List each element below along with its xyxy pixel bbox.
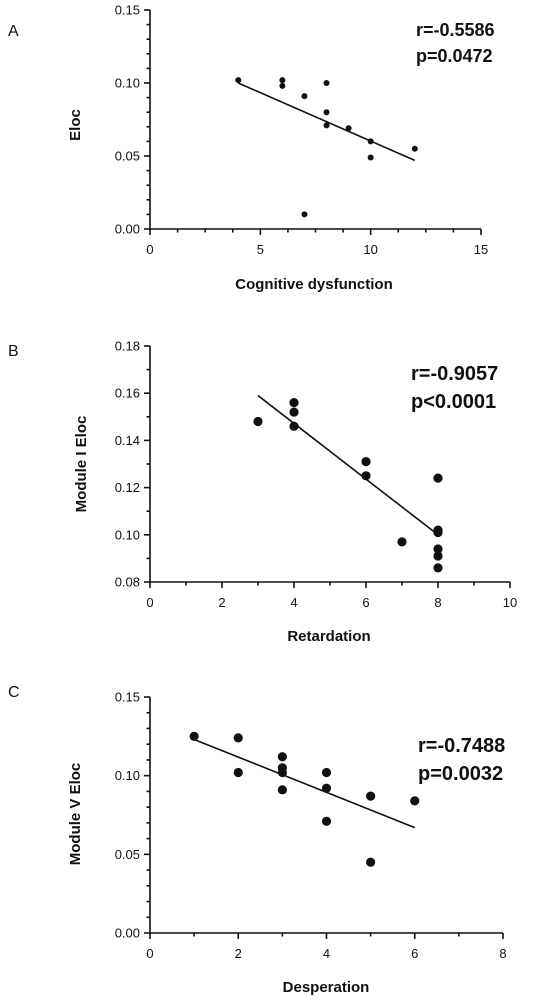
data-point-b	[253, 416, 263, 427]
y-axis-title-c: Module V Eloc	[67, 763, 84, 866]
x-axis-title-c: Desperation	[283, 979, 370, 996]
data-point-a	[323, 80, 330, 86]
x-tick-label-a: 0	[146, 242, 153, 257]
data-point-a	[367, 154, 374, 161]
data-point-a	[345, 125, 352, 132]
y-axis-title-a: Eloc	[67, 109, 84, 141]
data-point-a	[235, 77, 242, 84]
x-axis-title-a: Cognitive dysfunction	[235, 276, 393, 293]
data-point-a	[279, 77, 286, 84]
data-point-b	[289, 407, 299, 417]
data-point-b	[433, 551, 443, 561]
data-point-b	[361, 471, 371, 481]
data-point-a	[323, 109, 330, 116]
y-tick-label-a: 0.00	[115, 222, 140, 237]
y-tick-label-c: 0.15	[115, 690, 140, 705]
panel-b: B 0 2 4 6 8 10 0.08 0.10 0.12 0.14 0.16 0.18 Retard…	[8, 339, 517, 646]
p-value-b: p<0.0001	[411, 391, 496, 413]
data-point-a	[301, 93, 308, 100]
y-tick-label-c: 0.00	[115, 926, 140, 941]
y-tick-label-a: 0.15	[115, 3, 140, 18]
data-point-b	[397, 537, 407, 547]
r-value-c: r=-0.7488	[418, 735, 505, 757]
y-tick-label-a: 0.10	[115, 76, 140, 91]
x-tick-label-c: 6	[411, 946, 418, 961]
data-point-a	[301, 211, 308, 218]
y-tick-label-c: 0.10	[115, 768, 140, 783]
y-tick-label-b: 0.14	[115, 433, 140, 448]
x-tick-label-c: 8	[499, 946, 506, 961]
data-point-b	[289, 421, 299, 431]
regression-line-c	[193, 738, 416, 829]
plot-a: 0 5 10 15 0.00 0.05 0.10 0.15	[115, 3, 489, 258]
r-value-b: r=-0.9057	[411, 363, 498, 385]
data-point-a	[323, 122, 330, 129]
y-tick-label-b: 0.10	[115, 527, 140, 542]
data-point-c	[321, 816, 332, 826]
p-value-a: p=0.0472	[416, 46, 493, 66]
data-point-b	[289, 398, 299, 408]
panel-c: C 0 2 4 6 8 0.00 0.05 0.10 0.15 Desperation Modu…	[8, 684, 507, 996]
x-tick-label-b: 2	[218, 595, 225, 610]
data-point-a	[367, 138, 374, 145]
data-point-c	[410, 796, 420, 806]
data-point-c	[277, 785, 287, 795]
data-point-c	[321, 767, 332, 778]
y-axis-title-b: Module I Eloc	[73, 416, 90, 513]
x-tick-label-b: 0	[146, 595, 153, 610]
data-point-c	[277, 752, 287, 762]
x-tick-label-a: 10	[363, 242, 377, 257]
data-point-b	[433, 473, 443, 483]
x-tick-label-a: 15	[474, 242, 488, 257]
data-point-c	[233, 767, 243, 778]
x-tick-label-c: 2	[235, 946, 242, 961]
x-tick-label-b: 8	[434, 595, 441, 610]
data-point-c	[366, 791, 376, 801]
panel-letter-c: C	[8, 684, 20, 701]
data-point-b	[433, 563, 443, 573]
x-tick-label-b: 6	[362, 595, 369, 610]
regression-line-b	[257, 394, 439, 536]
x-tick-label-b: 4	[290, 595, 297, 610]
data-point-c	[277, 767, 287, 778]
data-point-a	[411, 145, 418, 152]
data-point-c	[321, 783, 332, 793]
x-tick-label-a: 5	[257, 242, 264, 257]
x-tick-label-c: 0	[146, 946, 153, 961]
p-value-c: p=0.0032	[418, 763, 503, 785]
r-value-a: r=-0.5586	[416, 20, 495, 40]
y-tick-label-a: 0.05	[115, 149, 140, 164]
plot-c: 0 2 4 6 8 0.00 0.05 0.10 0.15	[115, 690, 507, 962]
plot-b: 0 2 4 6 8 10 0.08 0.10 0.12 0.14 0.16 0.18	[115, 339, 518, 611]
panel-letter-b: B	[8, 343, 19, 360]
regression-line-a	[237, 82, 416, 162]
data-point-b	[433, 527, 443, 538]
data-point-b	[433, 544, 443, 554]
x-axis-title-b: Retardation	[287, 628, 370, 645]
y-tick-label-b: 0.08	[115, 575, 140, 590]
data-point-b	[361, 457, 371, 467]
panel-letter-a: A	[8, 23, 19, 40]
panel-a: A 0 5 10 15 0.00 0.05 0.10 0.15 Cognitive dysfu…	[8, 3, 495, 294]
data-point-c	[233, 733, 243, 743]
y-tick-label-b: 0.16	[115, 386, 140, 401]
data-point-c	[366, 857, 376, 867]
x-tick-label-b: 10	[503, 595, 517, 610]
y-tick-label-c: 0.05	[115, 847, 140, 862]
data-point-c	[189, 731, 199, 741]
x-tick-label-c: 4	[323, 946, 330, 961]
data-point-a	[279, 82, 286, 89]
y-tick-label-b: 0.12	[115, 480, 140, 495]
y-tick-label-b: 0.18	[115, 339, 140, 354]
